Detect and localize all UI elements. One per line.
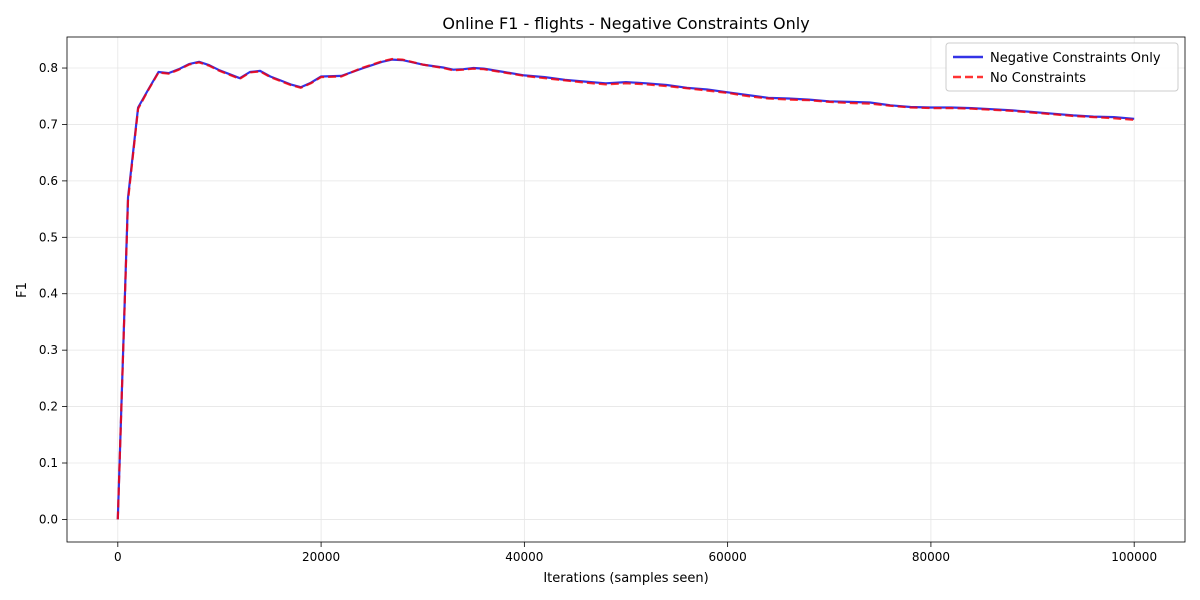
y-tick-label: 0.8 xyxy=(39,61,58,75)
x-axis-label: Iterations (samples seen) xyxy=(543,571,708,586)
y-tick-label: 0.3 xyxy=(39,343,58,357)
y-tick-label: 0.7 xyxy=(39,117,58,131)
x-tick-label: 60000 xyxy=(709,550,747,564)
chart-title: Online F1 - flights - Negative Constrain… xyxy=(442,14,809,33)
x-tick-label: 100000 xyxy=(1111,550,1157,564)
y-tick-label: 0.2 xyxy=(39,400,58,414)
legend-label-no-constraints: No Constraints xyxy=(990,71,1086,86)
y-tick-label: 0.0 xyxy=(39,512,58,526)
x-tick-label: 40000 xyxy=(505,550,543,564)
y-axis-label: F1 xyxy=(15,282,30,298)
y-tick-label: 0.4 xyxy=(39,287,58,301)
legend-box xyxy=(945,42,1179,92)
y-tick-label: 0.6 xyxy=(39,174,58,188)
x-tick-label: 0 xyxy=(114,550,122,564)
grid-lines xyxy=(67,37,1185,542)
y-tick-label: 0.5 xyxy=(39,230,58,244)
series-line-no-constraints xyxy=(116,57,1135,520)
legend: Negative Constraints Only No Constraints xyxy=(945,42,1179,92)
x-tick-label: 80000 xyxy=(912,550,950,564)
legend-label-negative-constraints: Negative Constraints Only xyxy=(990,51,1161,66)
plot-area xyxy=(67,37,1185,542)
series-lines xyxy=(116,57,1135,520)
y-axis-ticks: 0.0 0.1 0.2 0.3 0.4 0.5 0.6 0.7 0.8 xyxy=(39,61,67,526)
y-tick-label: 0.1 xyxy=(39,456,58,470)
plot-frame xyxy=(66,36,1186,543)
x-tick-label: 20000 xyxy=(302,550,340,564)
x-axis-ticks: 0 20000 40000 60000 80000 100000 xyxy=(114,542,1157,564)
